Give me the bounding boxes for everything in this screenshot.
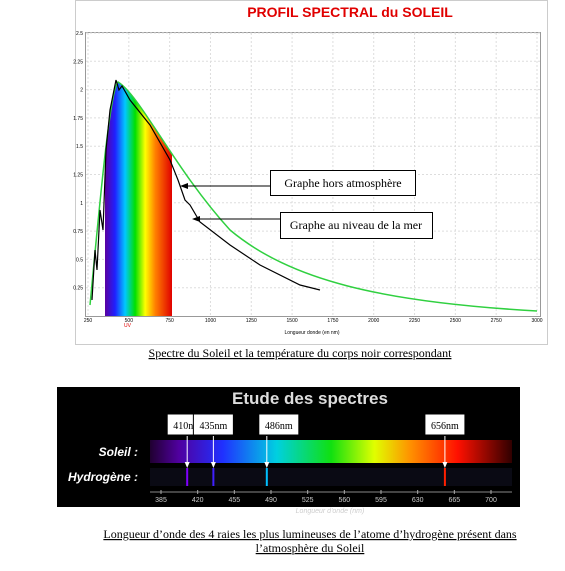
line-label: 435nm: [199, 421, 227, 432]
y-tick-label: 1.75: [73, 116, 83, 122]
x-tick-label: 560: [338, 497, 350, 504]
arrowhead: [192, 216, 200, 222]
x-tick-label: 500: [125, 318, 134, 324]
x-tick-label: 750: [165, 318, 174, 324]
sea-level-curve: [91, 79, 321, 301]
x-tick-label: 665: [448, 497, 460, 504]
annotation-box: [280, 212, 433, 239]
arrowhead: [210, 462, 216, 468]
y-tick-label: 2: [80, 88, 83, 94]
x-tick-label: 700: [485, 497, 497, 504]
annotation: Graphe au niveau de la mer: [290, 218, 422, 232]
x-tick-label: 595: [375, 497, 387, 504]
line-label-box: [192, 413, 234, 436]
x-tick-label: 420: [192, 497, 204, 504]
y-tick-label: 1: [80, 201, 83, 207]
caption: Longueur d’onde des 4 raies les plus lum…: [103, 527, 517, 541]
sun-spectrum: [150, 440, 512, 463]
spectra-x-label: Longueur d'onde (nm): [296, 508, 365, 515]
y-tick-label: 0.5: [76, 257, 83, 263]
x-tick-label: 2250: [409, 318, 420, 324]
arrowhead: [180, 183, 188, 189]
x-tick-label: 1750: [327, 318, 338, 324]
x-tick-label: 3000: [531, 318, 542, 324]
arrowhead: [184, 462, 190, 468]
x-tick-label: 2500: [450, 318, 461, 324]
row-label: Hydrogène :: [68, 470, 138, 484]
line-label: 656nm: [431, 421, 459, 432]
caption: Spectre du Soleil et la température du c…: [149, 346, 453, 360]
x-axis-label: Longueur donde (en nm): [284, 330, 339, 336]
x-tick-label: 1500: [287, 318, 298, 324]
x-tick-label: 490: [265, 497, 277, 504]
line-label-box: [258, 413, 300, 436]
y-tick-label: 1.25: [73, 173, 83, 179]
x-tick-label: 630: [412, 497, 424, 504]
x-tick-label: 1250: [246, 318, 257, 324]
line-label-box: [424, 413, 466, 436]
x-tick-label: 385: [155, 497, 167, 504]
x-tick-label: 1000: [205, 318, 216, 324]
line-label: 486nm: [265, 421, 293, 432]
y-tick-label: 1.5: [76, 144, 83, 150]
x-tick-label: 525: [302, 497, 314, 504]
x-tick-label: 455: [228, 497, 240, 504]
x-tick-label: 2000: [368, 318, 379, 324]
line-label: 410nm: [173, 421, 201, 432]
figure-title: PROFIL SPECTRAL du SOLEIL: [247, 4, 453, 20]
spectra-title: Etude des spectres: [232, 389, 388, 408]
y-tick-label: 2.25: [73, 59, 83, 65]
caption: l’atmosphère du Soleil: [256, 541, 365, 555]
arrowhead: [264, 462, 270, 468]
annotation: Graphe hors atmosphère: [284, 176, 401, 190]
hydrogen-spectrum: [150, 468, 512, 486]
arrowhead: [442, 462, 448, 468]
y-tick-label: 2.5: [76, 31, 83, 37]
blackbody-curve: [89, 81, 538, 312]
annotation-box: [270, 170, 416, 196]
x-tick-label: 2750: [491, 318, 502, 324]
y-tick-label: 0.75: [73, 229, 83, 235]
uv-label: UV: [124, 323, 132, 329]
x-tick-label: 250: [84, 318, 93, 324]
row-label: Soleil :: [99, 445, 138, 459]
y-tick-label: 0.25: [73, 286, 83, 292]
